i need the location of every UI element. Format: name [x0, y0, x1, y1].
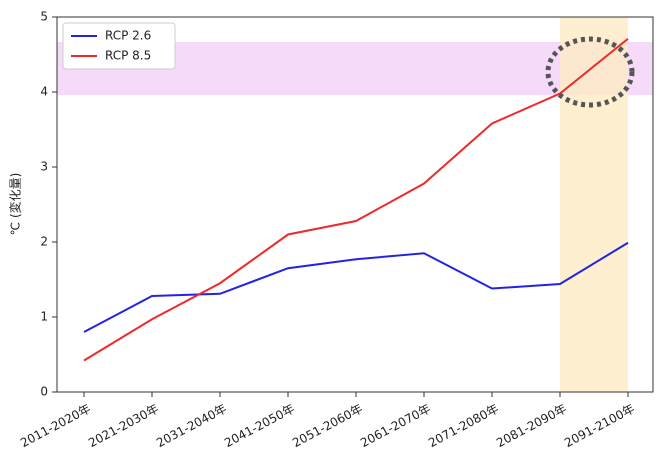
- x-tick-label: 2051-2060年: [290, 401, 365, 450]
- plot: [83, 37, 629, 362]
- x-tick-label: 2071-2080年: [426, 401, 501, 450]
- y-tick-label: 3: [40, 160, 48, 174]
- y-tick-label: 2: [40, 235, 48, 249]
- y-tick-label: 0: [40, 385, 48, 399]
- series-line: [83, 37, 629, 362]
- highlight-circle: [545, 36, 635, 108]
- y-tick-label: 1: [40, 310, 48, 324]
- x-tick-label: 2021-2030年: [86, 401, 161, 450]
- x-tick-label: 2091-2100年: [562, 401, 637, 450]
- legend-label: RCP 2.6: [105, 29, 151, 43]
- y-tick-label: 5: [40, 10, 48, 24]
- x-tick-label: 2011-2020年: [18, 401, 93, 450]
- x-tick-label: 2031-2040年: [154, 401, 229, 450]
- x-tick-label: 2041-2050年: [222, 401, 297, 450]
- x-tick-label: 2061-2070年: [358, 401, 433, 450]
- y-tick-label: 4: [40, 85, 48, 99]
- legend-box: [62, 22, 176, 70]
- y-axis-label: ℃ (変化量): [8, 173, 23, 236]
- legend-label: RCP 8.5: [105, 49, 151, 63]
- plot-frame: [56, 16, 654, 393]
- series-line: [83, 241, 629, 333]
- highlight-column: [560, 17, 628, 392]
- x-tick-label: 2081-2090年: [494, 401, 569, 450]
